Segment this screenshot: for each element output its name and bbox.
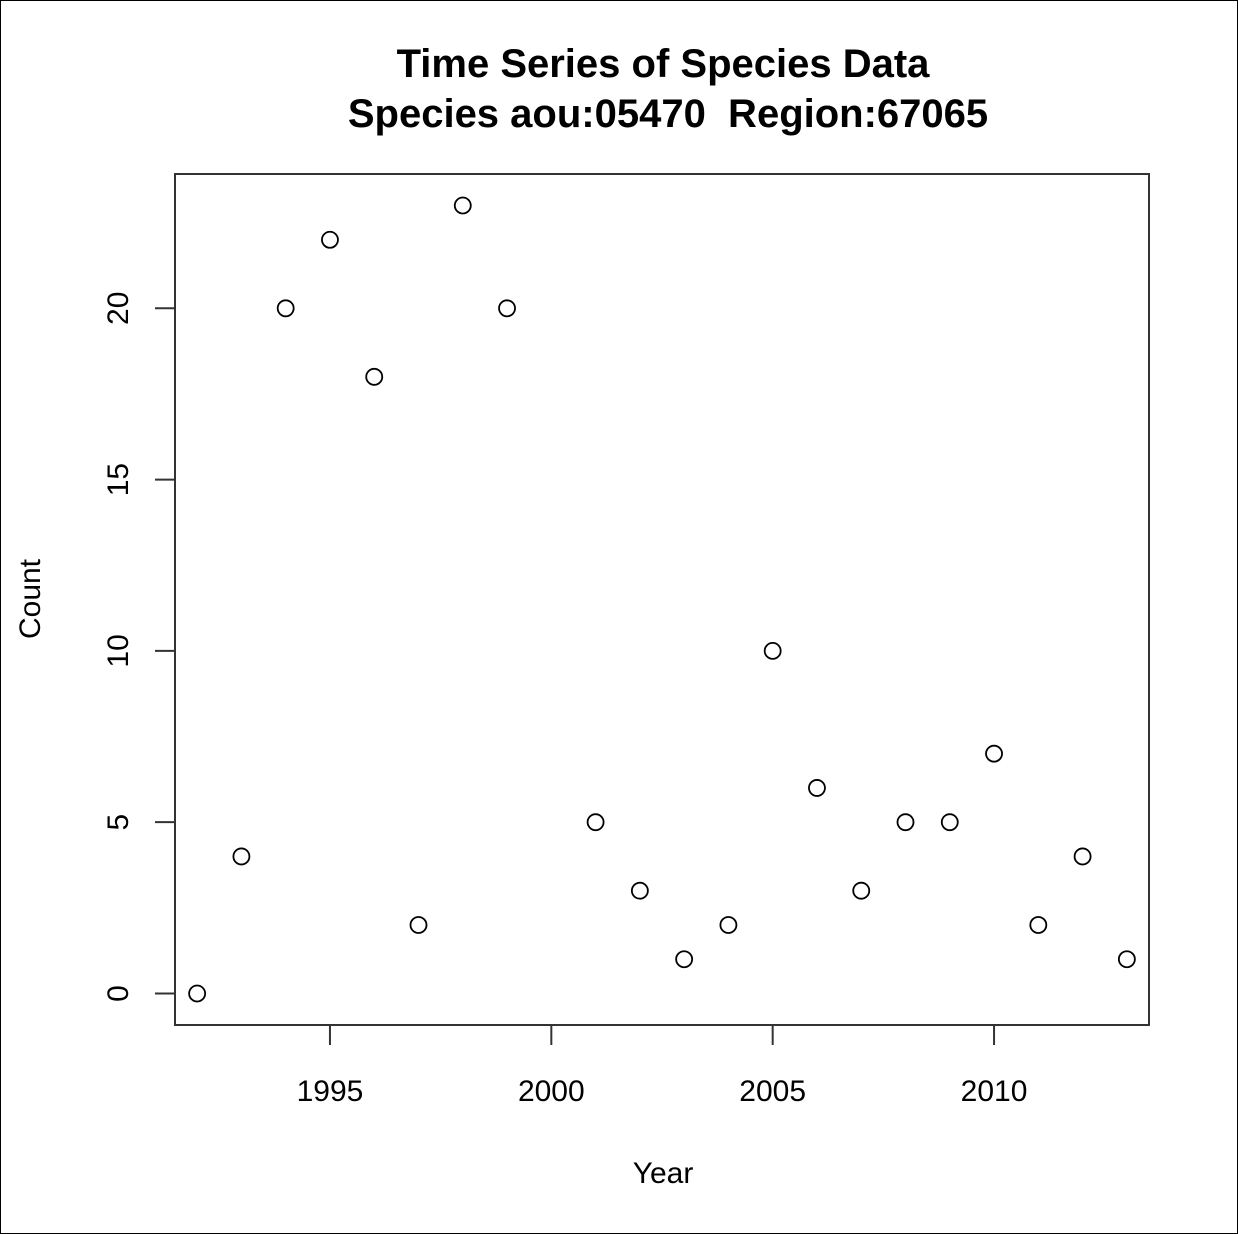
- data-point: [498, 299, 516, 318]
- data-point: [586, 813, 605, 832]
- data-point: [1117, 950, 1136, 969]
- data-point: [675, 950, 694, 969]
- y-tick-label: 20: [102, 292, 135, 325]
- x-tick-label: 2000: [518, 1075, 585, 1108]
- data-point: [852, 881, 871, 900]
- y-tick-label: 10: [102, 634, 135, 667]
- plot-area-box: [174, 173, 1150, 1026]
- y-tick-label: 5: [102, 814, 135, 831]
- data-point: [808, 779, 826, 797]
- y-tick-label: 15: [102, 463, 135, 496]
- data-point: [985, 744, 1003, 763]
- x-axis-label: Year: [633, 1157, 694, 1190]
- data-point: [453, 196, 472, 215]
- x-tick-label: 2005: [739, 1075, 806, 1108]
- data-point: [365, 367, 384, 386]
- data-point: [763, 641, 782, 660]
- data-point: [1029, 916, 1048, 934]
- data-points: [188, 196, 1136, 1003]
- y-axis-label: Count: [14, 558, 47, 639]
- chart-subtitle: Species aou:05470 Region:67065: [348, 92, 988, 136]
- data-point: [409, 916, 428, 934]
- data-point: [1073, 847, 1092, 866]
- x-axis: 1995 2000 2005 2010: [297, 1024, 1028, 1108]
- y-tick-label: 0: [102, 985, 135, 1002]
- data-point: [896, 813, 915, 832]
- data-point: [232, 847, 251, 866]
- data-point: [276, 299, 295, 318]
- chart-title: Time Series of Species Data: [397, 42, 931, 86]
- x-tick-label: 1995: [297, 1075, 364, 1108]
- y-axis: 0 5 10 15 20: [102, 292, 176, 1002]
- data-point: [940, 813, 959, 832]
- data-point: [321, 230, 339, 249]
- data-point: [188, 984, 207, 1003]
- data-point: [719, 916, 738, 934]
- data-point: [630, 881, 649, 900]
- x-tick-label: 2010: [961, 1075, 1028, 1108]
